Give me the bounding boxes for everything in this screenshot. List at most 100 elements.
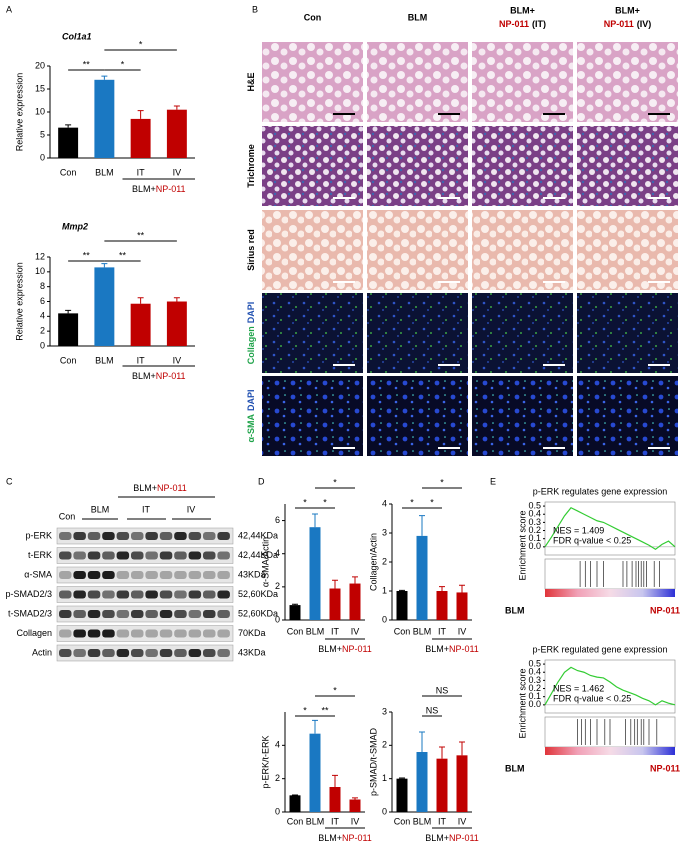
group-label: BLM+NP-011 <box>425 833 479 843</box>
x-tick-label: BLM <box>95 355 114 365</box>
group-name: NP-011 <box>157 483 187 493</box>
micrograph <box>262 210 363 290</box>
group-prefix: BLM+ <box>425 644 449 654</box>
blot-band <box>145 629 158 638</box>
plot-frame <box>544 659 676 714</box>
chart-title: Col1a1 <box>62 31 92 41</box>
blot-band <box>174 590 187 599</box>
blot-band <box>73 532 86 540</box>
group-label: BLM+NP-011 <box>132 184 186 194</box>
blot-band <box>87 571 101 579</box>
blot-band <box>59 629 72 638</box>
stat-label: FDR q-value < 0.25 <box>553 535 631 545</box>
micrograph <box>367 42 468 122</box>
blot-band <box>159 532 173 540</box>
column-header: NP-011 (IT) <box>499 19 546 29</box>
y-tick-label: 2 <box>382 740 387 750</box>
y-tick-label: 8 <box>40 281 45 291</box>
bar <box>436 758 448 812</box>
x-tick-label: Con <box>60 355 77 365</box>
enrichment-curve <box>544 666 676 706</box>
protein-label: Actin <box>32 647 52 657</box>
column-header: Con <box>304 12 322 22</box>
group-prefix: BLM+ <box>318 644 342 654</box>
counter-stain: DAPI <box>246 302 256 324</box>
blot-band <box>188 590 202 599</box>
blot-band <box>102 649 115 657</box>
blot-band <box>131 629 144 638</box>
x-tick-label: IT <box>137 167 146 177</box>
bar <box>436 591 448 620</box>
y-tick-label: 4 <box>275 548 280 558</box>
y-tick-label: 1 <box>382 773 387 783</box>
chart-title: p-ERK regulated gene expression <box>532 644 667 654</box>
panel-letter: A <box>6 4 12 14</box>
y-axis-label: Collagen/Actin <box>368 533 378 591</box>
y-axis-label: Enrichment score <box>517 668 527 738</box>
stain-name: α-SMA <box>246 413 256 442</box>
bar <box>58 313 79 346</box>
column-header: BLM+ <box>615 5 640 15</box>
x-tick-label: IV <box>173 355 182 365</box>
y-tick-label: 2 <box>40 326 45 336</box>
bar <box>289 605 301 620</box>
row-label: Sirius red <box>246 229 256 271</box>
micrograph <box>262 293 363 373</box>
row-label: Collagen DAPI <box>246 302 256 365</box>
blot-band <box>159 571 173 579</box>
bar <box>166 301 187 346</box>
y-tick-label: 2 <box>275 581 280 591</box>
row-label: α-SMA DAPI <box>246 389 256 442</box>
size-label: 52,60KDa <box>238 589 278 599</box>
group-name: NP-011 <box>449 833 479 843</box>
y-axis-label: Relative expression <box>14 73 24 152</box>
group-label: BLM+NP-011 <box>318 644 372 654</box>
y-tick-label: 4 <box>40 311 45 321</box>
x-tick-label: Con <box>394 626 411 636</box>
y-axis-label: α-SMA/Actin <box>260 537 270 587</box>
header-name: NP-011 <box>499 19 529 29</box>
protein-label: t-SMAD2/3 <box>8 608 52 618</box>
group-name: NP-011 <box>342 644 372 654</box>
left-label: BLM <box>505 605 525 615</box>
blot-band <box>145 610 158 618</box>
error-bar <box>352 576 358 584</box>
significance-label: ** <box>321 705 329 715</box>
blot-band <box>203 629 216 638</box>
y-tick-label: 6 <box>40 296 45 306</box>
y-axis-label: Relative expression <box>14 262 24 341</box>
group-label: BLM+NP-011 <box>133 483 187 493</box>
y-tick-label: 0.2 <box>528 683 541 693</box>
blot-band <box>203 551 216 560</box>
y-tick-label: 0 <box>382 614 387 624</box>
x-tick-label: IT <box>137 355 146 365</box>
error-bar <box>65 124 72 128</box>
x-tick-label: IT <box>438 626 447 636</box>
blot-band <box>131 610 144 618</box>
blot-band <box>102 590 115 599</box>
x-tick-label: IT <box>331 816 340 826</box>
significance-label: * <box>121 59 125 69</box>
blot-band <box>131 649 144 657</box>
bar <box>94 267 115 346</box>
blot-band <box>73 629 86 638</box>
blot-strip <box>56 547 234 564</box>
group-prefix: BLM+ <box>132 184 156 194</box>
error-bar <box>173 105 180 110</box>
error-bar <box>101 263 108 268</box>
blot-band <box>102 571 115 579</box>
blot-band <box>145 590 158 599</box>
blot-band <box>188 532 202 540</box>
blot-band <box>174 610 187 618</box>
micrograph <box>262 376 363 456</box>
bar <box>166 109 187 158</box>
x-tick-label: Con <box>287 816 304 826</box>
blot-band <box>131 532 144 540</box>
micrograph <box>577 210 678 290</box>
group-label: BLM+NP-011 <box>425 644 479 654</box>
blot-band <box>203 571 216 579</box>
x-tick-label: BLM <box>306 626 325 636</box>
y-tick-label: 0.1 <box>528 533 541 543</box>
significance-label: * <box>410 497 414 507</box>
group-prefix: BLM+ <box>318 833 342 843</box>
